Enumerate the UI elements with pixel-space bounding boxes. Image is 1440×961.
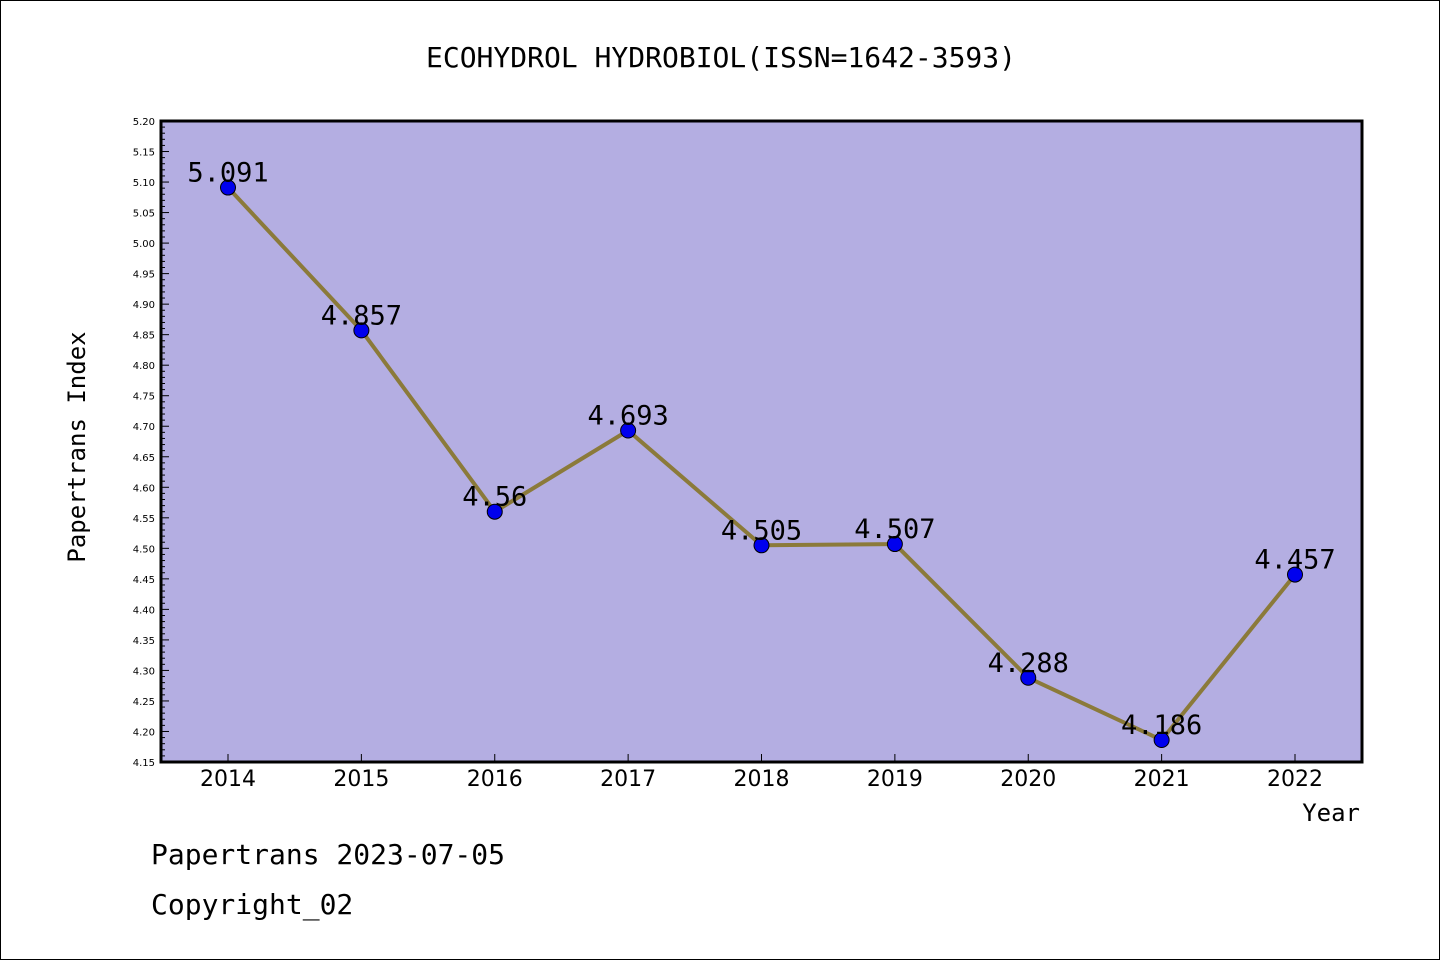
- data-label: 4.288: [988, 648, 1069, 679]
- data-point: [1287, 566, 1303, 583]
- footer-date: Papertrans 2023-07-05: [151, 838, 505, 871]
- data-label: 4.505: [721, 515, 802, 546]
- x-tick-label: 2020: [1000, 767, 1056, 792]
- y-tick-label: 5.05: [133, 209, 155, 220]
- data-point: [220, 179, 236, 196]
- x-axis: 2014 2015 2016 2017 2018 2019 2020 2021 2022: [200, 754, 1323, 792]
- y-tick-label: 4.70: [133, 422, 155, 433]
- y-tick-label: 5.20: [133, 117, 155, 128]
- y-tick-label: 4.75: [133, 392, 155, 403]
- data-point: [1153, 732, 1170, 749]
- x-tick-label: 2019: [867, 767, 923, 792]
- y-tick-label: 4.45: [133, 575, 155, 586]
- x-tick-label: 2017: [600, 767, 656, 792]
- x-tick-label: 2015: [333, 767, 389, 792]
- data-point: [353, 322, 370, 339]
- x-tick-label: 2021: [1134, 767, 1190, 792]
- y-tick-label: 5.10: [133, 178, 155, 189]
- x-tick-label: 2016: [467, 767, 523, 792]
- y-tick-label: 4.60: [133, 483, 155, 494]
- y-axis: 4.15 4.20 4.25 4.30 4.35 4.40 4.45 4.50 4.55 4.60…: [133, 117, 169, 769]
- data-label: 4.693: [587, 401, 668, 432]
- y-tick-label: 4.50: [133, 544, 155, 555]
- data-point: [886, 536, 903, 553]
- series-layer: [220, 179, 1303, 749]
- data-labels: 5.091 4.857 4.56 4.693 4.505 4.507 4.288 4.186 4…: [187, 158, 1335, 741]
- data-point: [620, 422, 637, 439]
- x-tick-label: 2014: [200, 767, 256, 792]
- data-label: 4.186: [1121, 710, 1202, 741]
- y-tick-label: 4.20: [133, 727, 155, 738]
- x-axis-label: Year: [1302, 799, 1360, 827]
- y-axis-label: Papertrans Index: [63, 331, 91, 562]
- data-label: 4.457: [1254, 545, 1335, 576]
- y-tick-label: 5.00: [133, 239, 155, 250]
- y-tick-label: 4.80: [133, 361, 155, 372]
- x-tick-label: 2018: [734, 767, 790, 792]
- data-label: 4.857: [321, 300, 402, 331]
- footer-copyright: Copyright_02: [151, 888, 353, 922]
- data-label: 4.56: [462, 482, 527, 513]
- y-tick-label: 4.55: [133, 514, 155, 525]
- data-label: 4.507: [854, 514, 935, 545]
- y-tick-label: 4.30: [133, 666, 155, 677]
- y-tick-label: 4.65: [133, 453, 155, 464]
- y-tick-label: 4.35: [133, 636, 155, 647]
- data-point: [1020, 669, 1037, 686]
- y-tick-label: 4.40: [133, 605, 155, 616]
- y-tick-label: 5.15: [133, 148, 155, 159]
- data-point: [753, 537, 770, 554]
- y-tick-label: 4.25: [133, 697, 155, 708]
- data-point: [486, 503, 503, 520]
- y-tick-label: 4.90: [133, 300, 155, 311]
- x-tick-label: 2022: [1267, 767, 1323, 792]
- chart-title: ECOHYDROL HYDROBIOL(ISSN=1642-3593): [426, 41, 1016, 74]
- plot-area: [159, 119, 1364, 764]
- y-tick-label: 4.15: [133, 758, 155, 769]
- y-tick-label: 4.95: [133, 270, 155, 281]
- data-label: 5.091: [187, 158, 268, 189]
- y-tick-label: 4.85: [133, 331, 155, 342]
